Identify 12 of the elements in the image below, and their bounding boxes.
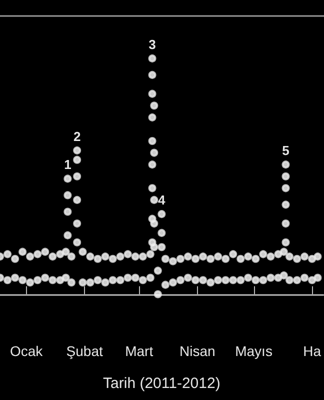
x-tick-label: Mart — [125, 343, 154, 359]
x-tick-label: Ha — [303, 343, 322, 359]
annotation: 5 — [282, 143, 290, 158]
x-axis-title: Tarih (2011-2012) — [103, 375, 220, 392]
x-tick-label: Şubat — [66, 343, 103, 359]
x-tick-label: Ocak — [10, 343, 44, 359]
annotation: 2 — [73, 128, 81, 144]
annotation: 4 — [158, 192, 166, 208]
annotation: 1 — [64, 157, 72, 172]
annotation: 3 — [148, 36, 156, 52]
x-tick-label: Nisan — [179, 343, 216, 359]
x-tick-label: Mayıs — [235, 343, 272, 359]
